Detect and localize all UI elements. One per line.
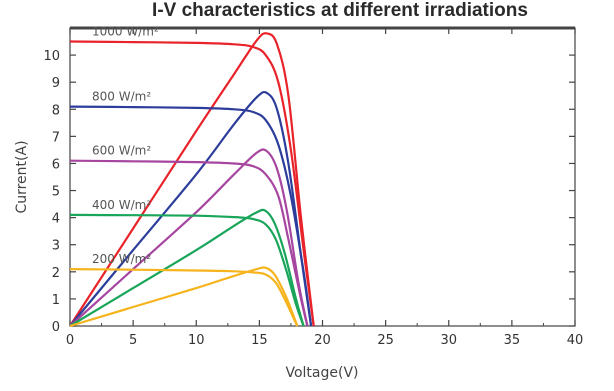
x-tick-label-8: 40 (567, 333, 584, 348)
y-tick-label-1: 1 (52, 293, 60, 308)
chart-title: I-V characteristics at different irradia… (152, 0, 528, 21)
y-tick-label-8: 8 (52, 103, 60, 118)
y-tick-label-6: 6 (52, 157, 60, 172)
iv-curve-line-2 (69, 159, 309, 327)
x-tick-label-0: 0 (66, 333, 74, 348)
power-curve-line-1 (69, 90, 313, 327)
iv-curve-line-0 (69, 40, 315, 327)
series-label-1: 800 W/m² (92, 90, 151, 104)
power-curve-line-4 (69, 266, 299, 328)
power-curve-line-3 (69, 208, 305, 327)
series-label-4: 200 W/m² (92, 252, 151, 266)
series-layer (69, 32, 315, 328)
x-tick-label-5: 25 (377, 333, 394, 348)
y-tick-label-5: 5 (52, 185, 60, 200)
power-curve-line-0 (69, 32, 315, 327)
x-axis-label: Voltage(V) (285, 365, 358, 381)
y-tick-label-4: 4 (52, 212, 60, 227)
x-tick-label-3: 15 (251, 333, 268, 348)
axis-ticks: 0 5 10 15 20 25 30 35 40 0 1 2 3 4 5 6 7 8 9 10 (43, 28, 583, 348)
iv-curve-line-3 (69, 213, 305, 327)
y-tick-label-0: 0 (52, 320, 60, 335)
series-label-0: 1000 W/m² (92, 25, 159, 39)
x-tick-label-7: 35 (504, 333, 521, 348)
y-tick-label-9: 9 (52, 76, 60, 91)
iv-curve-line-4 (69, 268, 299, 327)
power-curve-line-2 (69, 148, 309, 327)
y-axis-label: Current(A) (14, 140, 30, 213)
x-tick-label-4: 20 (314, 333, 331, 348)
y-tick-label-7: 7 (52, 130, 60, 145)
y-tick-label-10: 10 (43, 49, 60, 64)
series-labels: 1000 W/m² 800 W/m² 600 W/m² 400 W/m² 200 W/m… (92, 25, 159, 267)
y-tick-label-3: 3 (52, 239, 60, 254)
series-label-2: 600 W/m² (92, 144, 151, 158)
x-tick-label-1: 5 (129, 333, 137, 348)
x-tick-label-6: 30 (440, 333, 457, 348)
x-tick-label-2: 10 (188, 333, 205, 348)
y-tick-label-2: 2 (52, 266, 60, 281)
series-label-3: 400 W/m² (92, 198, 151, 212)
